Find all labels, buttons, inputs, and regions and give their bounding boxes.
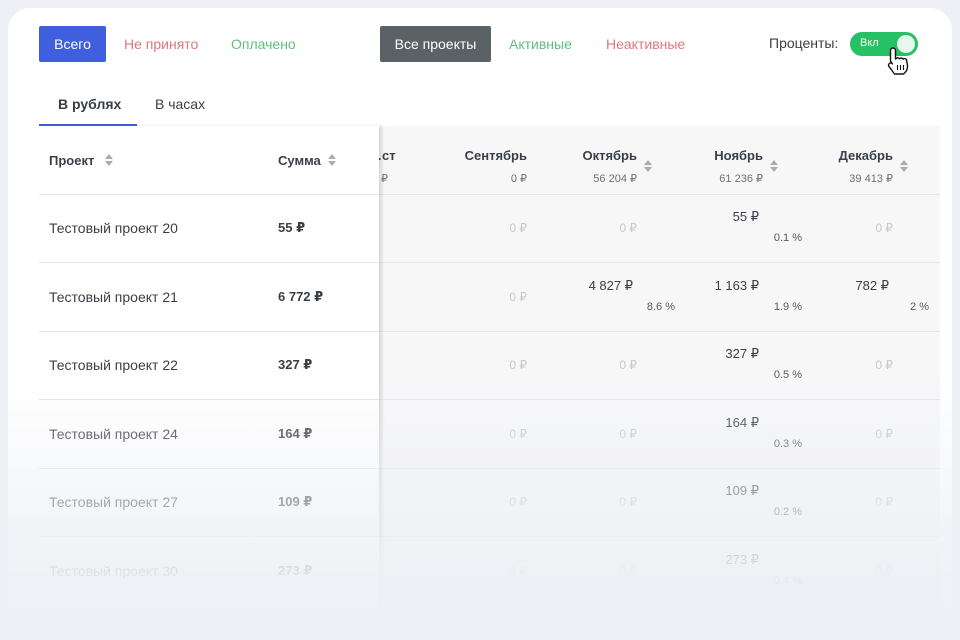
month-value: 4 827 ₽ <box>588 277 633 293</box>
month-zero-value: 0 ₽ <box>509 426 527 441</box>
table-header: Проект Сумма <box>39 126 379 195</box>
month-percent: 0.5 % <box>773 369 802 381</box>
table-row-months: 0 ₽ 0 ₽ 273 ₽ 0.4 % 0 ₽ <box>379 537 940 606</box>
toggle-knob <box>897 35 915 53</box>
project-sum: 327 ₽ <box>278 357 313 372</box>
project-name[interactable]: Тестовый проект 20 <box>49 220 178 236</box>
sort-icon[interactable] <box>643 159 653 173</box>
table-month-columns: …ст ₽ Сентябрь 0 ₽ Октябрь 56 204 ₽ Ноябрь 61 2… <box>369 126 940 640</box>
project-sum: 109 ₽ <box>278 494 313 509</box>
sort-icon[interactable] <box>104 153 114 167</box>
sort-icon[interactable] <box>899 159 909 173</box>
month-percent: 2 % <box>910 300 929 313</box>
percent-toggle-label: Проценты: <box>769 35 839 51</box>
project-name[interactable]: Тестовый проект 22 <box>49 357 178 373</box>
month-zero-value: 0 ₽ <box>875 495 893 509</box>
month-value: 109 ₽ <box>725 483 759 498</box>
month-header-name[interactable]: Сентябрь <box>464 148 527 163</box>
month-zero-value: 0 ₽ <box>509 289 527 304</box>
project-sum: 6 772 ₽ <box>278 288 324 304</box>
month-zero-value: 0 ₽ <box>509 358 527 372</box>
month-header-name[interactable]: Ноябрь <box>714 148 763 163</box>
table-row-months: 0 ₽ 0 ₽ 109 ₽ 0.2 % 0 ₽ <box>379 468 940 537</box>
table-row[interactable]: Тестовый проект 22 327 ₽ <box>39 331 379 400</box>
month-zero-value: 0 ₽ <box>875 426 893 441</box>
table-row[interactable]: Тестовый проект 20 55 ₽ <box>39 194 379 263</box>
projects-table: Проект Сумма Тестовый проект 20 55 ₽ Тесто… <box>39 126 940 640</box>
month-value: 55 ₽ <box>732 209 759 224</box>
table-row[interactable]: Тестовый проект 24 164 ₽ <box>39 400 379 469</box>
month-header-total: 56 204 ₽ <box>593 173 637 185</box>
month-zero-value: 0 ₽ <box>509 221 527 235</box>
month-zero-value: 0 ₽ <box>509 563 527 578</box>
month-percent: 0.4 % <box>773 574 802 587</box>
sort-icon[interactable] <box>769 159 779 173</box>
month-zero-value: 0 ₽ <box>619 563 637 578</box>
filter-all-button[interactable]: Всего <box>39 26 106 62</box>
month-header-name[interactable]: Октябрь <box>582 148 637 163</box>
tab-rubles[interactable]: В рублях <box>58 96 122 112</box>
month-value: 1 163 ₽ <box>714 277 759 293</box>
project-name[interactable]: Тестовый проект 24 <box>49 425 178 442</box>
month-header-total: 61 236 ₽ <box>719 173 763 185</box>
month-value: 164 ₽ <box>725 414 759 430</box>
month-zero-value: 0 ₽ <box>509 495 527 509</box>
project-name[interactable]: Тестовый проект 21 <box>49 288 178 305</box>
table-row-months: 0 ₽ 0 ₽ 55 ₽ 0.1 % 0 ₽ <box>379 194 940 263</box>
report-card: Всего Не принято Оплачено Все проекты Ак… <box>8 8 952 640</box>
month-header: …ст ₽ Сентябрь 0 ₽ Октябрь 56 204 ₽ Ноябрь 61 2… <box>369 126 940 195</box>
table-row-months: 0 ₽ 4 827 ₽ 8.6 % 1 163 ₽ 1.9 % 782 ₽ 2 % <box>379 263 940 332</box>
month-header-name[interactable]: Декабрь <box>838 148 893 163</box>
tab-hours[interactable]: В часах <box>155 96 206 112</box>
month-header-total: ₽ <box>381 173 388 185</box>
table-row[interactable]: Тестовый проект 27 109 ₽ <box>39 468 379 537</box>
month-percent: 0.1 % <box>773 232 802 244</box>
project-name[interactable]: Тестовый проект 27 <box>49 494 178 510</box>
month-header-total: 0 ₽ <box>510 173 527 185</box>
month-zero-value: 0 ₽ <box>875 358 893 372</box>
month-zero-value: 0 ₽ <box>619 221 637 235</box>
month-zero-value: 0 ₽ <box>619 426 637 441</box>
percent-toggle[interactable]: Вкл <box>850 32 918 56</box>
month-zero-value: 0 ₽ <box>875 221 893 235</box>
header-sum[interactable]: Сумма <box>278 153 321 168</box>
project-sum: 164 ₽ <box>278 425 313 441</box>
month-zero-value: 0 ₽ <box>619 495 637 509</box>
filter-paid-button[interactable]: Оплачено <box>231 36 296 52</box>
sort-icon[interactable] <box>327 153 337 167</box>
table-fixed-columns: Проект Сумма Тестовый проект 20 55 ₽ Тесто… <box>39 126 379 640</box>
month-header-total: 39 413 ₽ <box>849 173 893 185</box>
month-percent: 8.6 % <box>646 300 675 313</box>
month-zero-value: 0 ₽ <box>619 358 637 372</box>
month-value: 327 ₽ <box>725 346 759 361</box>
hand-pointer-icon <box>887 47 909 75</box>
active-tab-indicator <box>39 124 137 126</box>
filter-all-projects-button[interactable]: Все проекты <box>380 26 491 62</box>
toggle-state-text: Вкл <box>860 37 879 49</box>
filter-not-accepted-button[interactable]: Не принято <box>124 36 199 52</box>
month-zero-value: 0 ₽ <box>875 563 893 578</box>
filter-active-button[interactable]: Активные <box>509 36 572 52</box>
project-name[interactable]: Тестовый проект 30 <box>49 562 178 579</box>
month-percent: 1.9 % <box>773 300 802 313</box>
header-project[interactable]: Проект <box>49 153 95 168</box>
table-row-months: 0 ₽ 0 ₽ 327 ₽ 0.5 % 0 ₽ <box>379 331 940 400</box>
table-row[interactable]: Тестовый проект 21 6 772 ₽ <box>39 263 379 332</box>
month-percent: 0.3 % <box>773 437 802 450</box>
project-sum: 273 ₽ <box>278 562 313 578</box>
month-percent: 0.2 % <box>773 506 802 518</box>
table-row-months: 0 ₽ 0 ₽ 164 ₽ 0.3 % 0 ₽ <box>379 400 940 469</box>
month-value: 782 ₽ <box>855 277 889 293</box>
filter-inactive-button[interactable]: Неактивные <box>606 36 686 52</box>
project-sum: 55 ₽ <box>278 220 306 235</box>
table-row[interactable]: Тестовый проект 30 273 ₽ <box>39 537 379 606</box>
month-value: 273 ₽ <box>725 551 759 567</box>
